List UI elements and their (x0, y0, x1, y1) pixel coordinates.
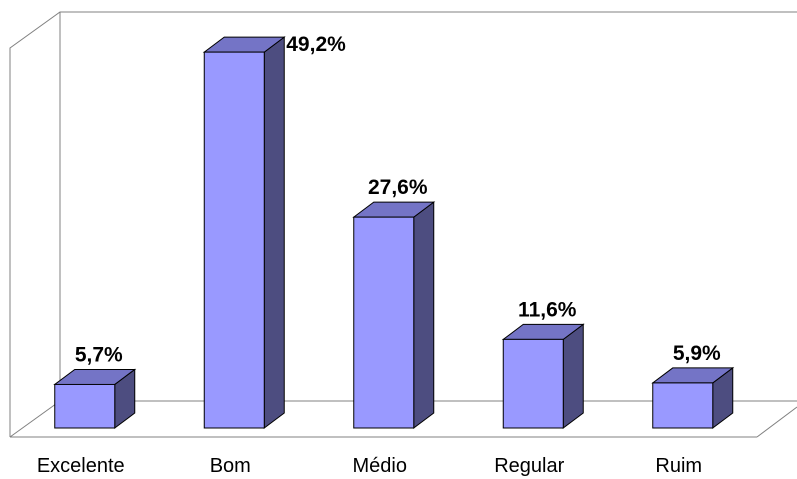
x-tick-label: Médio (353, 455, 407, 477)
data-label: 49,2% (286, 33, 346, 56)
x-tick-label: Regular (494, 455, 564, 477)
bar-bom (202, 36, 286, 429)
bar-side-face (413, 201, 435, 429)
floor-right-edge (756, 406, 797, 438)
x-tick-label: Ruim (655, 455, 702, 477)
bar-front-face (203, 51, 265, 429)
bar-front-face (502, 338, 564, 429)
x-tick-label: Excelente (37, 455, 125, 477)
data-label: 11,6% (518, 298, 577, 321)
back-wall-outline (9, 11, 797, 437)
floor-left-edge (9, 400, 61, 438)
data-label: 27,6% (368, 176, 428, 199)
bar-front-face (652, 382, 714, 429)
bar-m-dio (352, 201, 436, 429)
data-labels: 5,7% 49,2% 27,6% 11,6% 5,9% (75, 33, 721, 366)
bar-front-face (54, 383, 116, 429)
bar-side-face (562, 323, 584, 429)
bar-excelente (53, 368, 137, 429)
x-tick-label: Bom (210, 455, 251, 477)
bar-regular (501, 323, 585, 429)
bar-front-face (353, 216, 415, 429)
chart-bars (53, 36, 735, 429)
bar-side-face (263, 36, 285, 429)
bar-ruim (651, 366, 735, 429)
data-label: 5,9% (673, 342, 721, 365)
data-label: 5,7% (75, 343, 123, 366)
x-axis-tick-labels: Excelente Bom Médio Regular Ruim (37, 455, 702, 477)
